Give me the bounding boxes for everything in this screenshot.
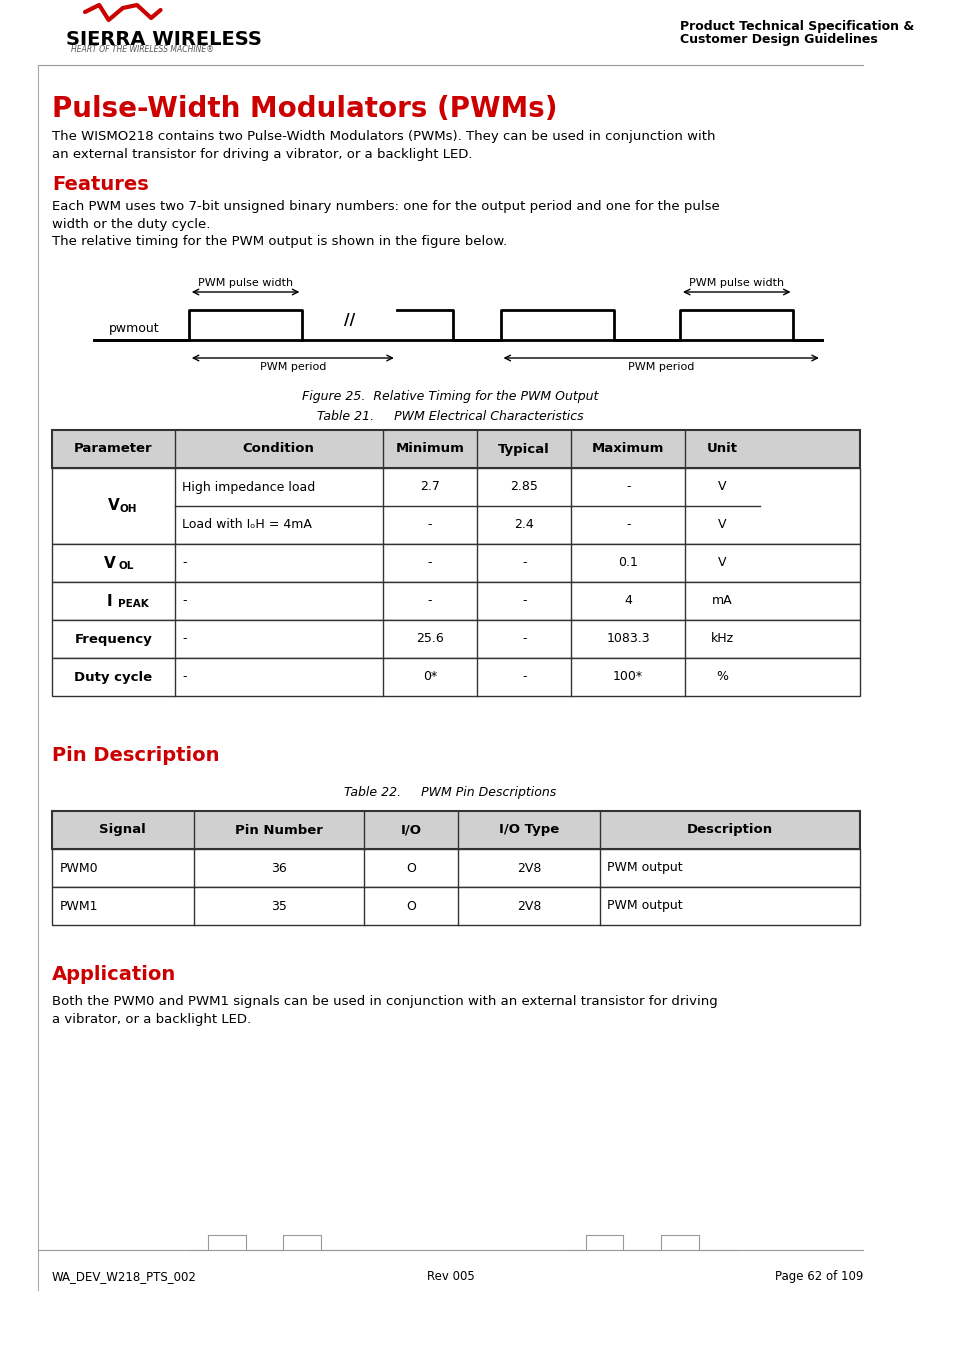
Text: PEAK: PEAK (118, 599, 149, 609)
Text: PWM output: PWM output (607, 861, 682, 875)
Text: V: V (108, 498, 119, 513)
Text: Description: Description (686, 824, 772, 837)
Text: Figure 25.  Relative Timing for the PWM Output: Figure 25. Relative Timing for the PWM O… (302, 390, 598, 404)
Text: The relative timing for the PWM output is shown in the figure below.: The relative timing for the PWM output i… (51, 235, 507, 248)
Text: -: - (182, 671, 187, 683)
Text: Condition: Condition (242, 443, 314, 455)
Text: Rev 005: Rev 005 (426, 1270, 474, 1282)
Text: Load with IₒH = 4mA: Load with IₒH = 4mA (182, 518, 312, 532)
FancyBboxPatch shape (51, 468, 859, 544)
Text: I: I (107, 594, 112, 609)
Text: HEART OF THE WIRELESS MACHINE®: HEART OF THE WIRELESS MACHINE® (71, 45, 213, 54)
Text: Both the PWM0 and PWM1 signals can be used in conjunction with an external trans: Both the PWM0 and PWM1 signals can be us… (51, 995, 717, 1026)
Text: Pulse-Width Modulators (PWMs): Pulse-Width Modulators (PWMs) (51, 95, 557, 123)
Text: 2V8: 2V8 (517, 899, 540, 913)
FancyBboxPatch shape (51, 620, 859, 657)
Text: -: - (182, 556, 187, 570)
Text: Application: Application (51, 965, 176, 984)
Text: Maximum: Maximum (591, 443, 663, 455)
Text: WA_DEV_W218_PTS_002: WA_DEV_W218_PTS_002 (51, 1270, 196, 1282)
Text: OH: OH (119, 504, 136, 514)
Text: pwmout: pwmout (109, 323, 159, 335)
Text: OL: OL (118, 562, 133, 571)
Text: Pin Description: Pin Description (51, 747, 219, 765)
Text: O: O (406, 899, 416, 913)
Text: 2.85: 2.85 (510, 481, 537, 494)
Text: -: - (427, 518, 432, 532)
Text: 0.1: 0.1 (618, 556, 638, 570)
Text: -: - (521, 594, 526, 608)
Text: 100*: 100* (613, 671, 642, 683)
Text: PWM0: PWM0 (59, 861, 98, 875)
Text: Each PWM uses two 7-bit unsigned binary numbers: one for the output period and o: Each PWM uses two 7-bit unsigned binary … (51, 200, 719, 231)
Text: 2.4: 2.4 (514, 518, 534, 532)
Text: 36: 36 (271, 861, 286, 875)
Text: 2.7: 2.7 (419, 481, 439, 494)
Text: Typical: Typical (497, 443, 550, 455)
FancyBboxPatch shape (51, 582, 859, 620)
Text: 25.6: 25.6 (416, 633, 443, 645)
Text: 4: 4 (623, 594, 632, 608)
Text: Parameter: Parameter (74, 443, 152, 455)
Text: PWM output: PWM output (607, 899, 682, 913)
Text: 2V8: 2V8 (517, 861, 540, 875)
Text: //: // (343, 312, 355, 328)
FancyBboxPatch shape (51, 657, 859, 697)
Text: The WISMO218 contains two Pulse-Width Modulators (PWMs). They can be used in con: The WISMO218 contains two Pulse-Width Mo… (51, 130, 715, 161)
FancyBboxPatch shape (51, 849, 859, 887)
Text: Table 21.     PWM Electrical Characteristics: Table 21. PWM Electrical Characteristics (317, 410, 583, 423)
Text: V: V (718, 556, 726, 570)
Text: mA: mA (712, 594, 732, 608)
Text: High impedance load: High impedance load (182, 481, 315, 494)
Text: PWM1: PWM1 (59, 899, 98, 913)
Text: 1083.3: 1083.3 (606, 633, 649, 645)
Text: I/O Type: I/O Type (498, 824, 558, 837)
Text: Product Technical Specification &: Product Technical Specification & (679, 20, 913, 32)
Text: SIERRA WIRELESS: SIERRA WIRELESS (66, 30, 262, 49)
Text: Customer Design Guidelines: Customer Design Guidelines (679, 32, 877, 46)
Text: V: V (718, 481, 726, 494)
Text: Signal: Signal (99, 824, 146, 837)
FancyBboxPatch shape (51, 811, 859, 849)
FancyBboxPatch shape (51, 431, 859, 468)
Text: V: V (104, 555, 115, 571)
Text: Features: Features (51, 176, 149, 194)
Text: V: V (718, 518, 726, 532)
Text: PWM pulse width: PWM pulse width (688, 278, 783, 288)
Text: -: - (427, 594, 432, 608)
Text: -: - (521, 671, 526, 683)
FancyBboxPatch shape (51, 544, 859, 582)
Text: kHz: kHz (710, 633, 734, 645)
Text: Minimum: Minimum (395, 443, 464, 455)
Text: -: - (182, 594, 187, 608)
Text: PWM period: PWM period (627, 362, 694, 373)
Text: Frequency: Frequency (74, 633, 152, 645)
Text: Pin Number: Pin Number (234, 824, 322, 837)
Text: Page 62 of 109: Page 62 of 109 (774, 1270, 862, 1282)
Text: -: - (521, 633, 526, 645)
Text: I/O: I/O (400, 824, 421, 837)
Text: -: - (427, 556, 432, 570)
Text: Table 22.     PWM Pin Descriptions: Table 22. PWM Pin Descriptions (344, 786, 557, 799)
Text: PWM period: PWM period (259, 362, 326, 373)
Text: Duty cycle: Duty cycle (74, 671, 152, 683)
Text: 0*: 0* (422, 671, 436, 683)
FancyBboxPatch shape (51, 887, 859, 925)
Text: %: % (716, 671, 728, 683)
Text: Unit: Unit (706, 443, 738, 455)
Text: PWM pulse width: PWM pulse width (198, 278, 293, 288)
Text: O: O (406, 861, 416, 875)
Text: 35: 35 (271, 899, 286, 913)
Text: -: - (521, 556, 526, 570)
Text: -: - (625, 481, 630, 494)
Text: -: - (182, 633, 187, 645)
Text: -: - (625, 518, 630, 532)
